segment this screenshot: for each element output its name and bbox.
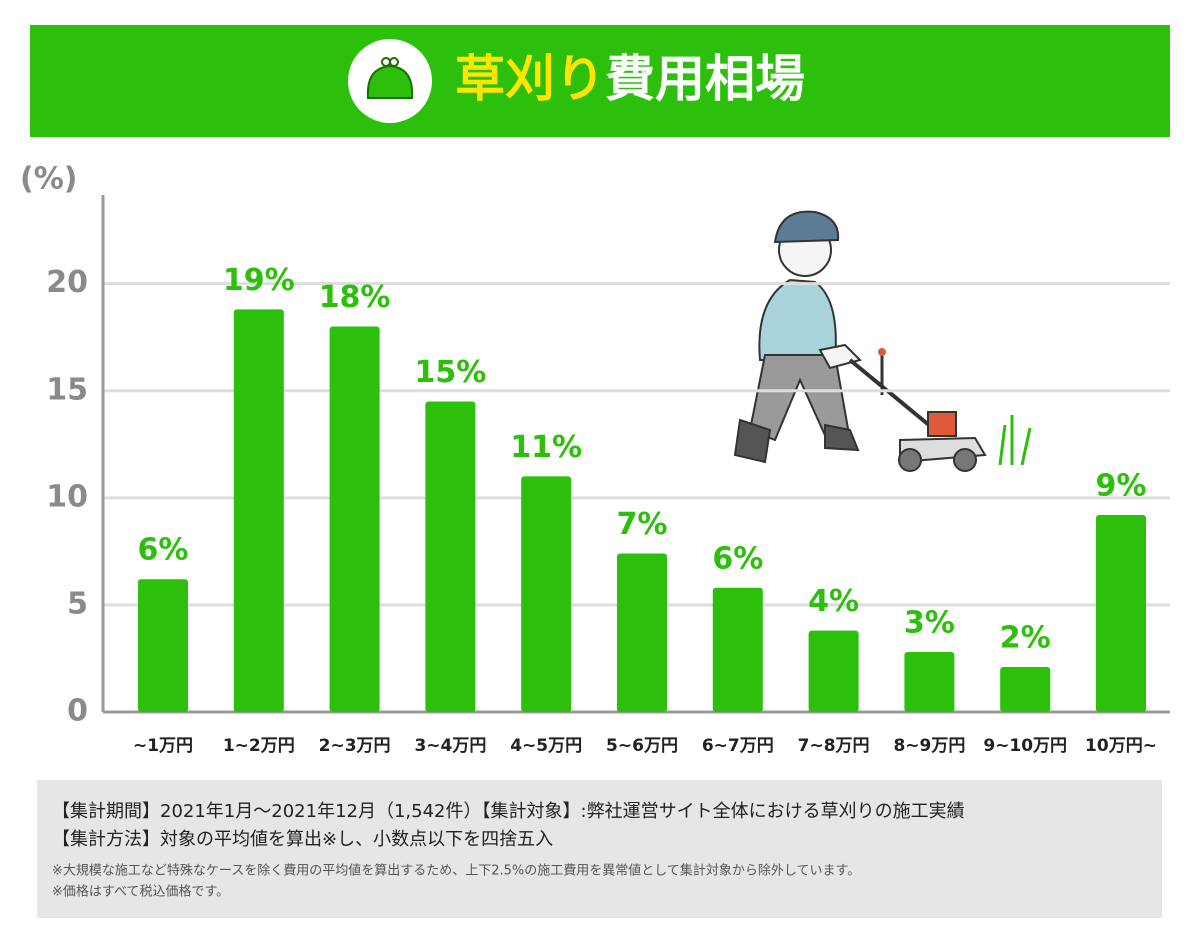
value-label: 19% (223, 263, 295, 298)
x-tick-label: 2~3万円 (319, 736, 391, 756)
illustration (733, 210, 1032, 472)
footnote-box (37, 780, 1162, 918)
note: ※価格はすべて税込価格です。 (52, 884, 229, 900)
bar (233, 309, 284, 712)
y-tick-label: 5 (67, 586, 88, 621)
note: ※大規模な施工など特殊なケースを除く費用の平均値を算出するため、上下2.5%の施… (52, 863, 860, 879)
y-tick-label: 15 (46, 372, 88, 407)
x-tick-label: 4~5万円 (510, 736, 582, 756)
bar (329, 326, 380, 712)
header-band (30, 25, 1170, 137)
x-tick-label: 1~2万円 (223, 736, 295, 756)
x-tick-label: 10万円~ (1085, 736, 1157, 756)
bar (712, 587, 763, 712)
purse-icon (348, 39, 432, 123)
value-label: 18% (319, 280, 391, 315)
x-tick-label: ~1万円 (133, 736, 193, 756)
bar (904, 652, 955, 712)
bar (1000, 667, 1051, 712)
x-tick-label: 7~8万円 (798, 736, 870, 756)
x-tick-label: 5~6万円 (606, 736, 678, 756)
value-label: 6% (712, 541, 763, 576)
y-tick-label: 0 (67, 694, 88, 729)
bar (617, 553, 667, 712)
bar (425, 401, 476, 712)
chart-title: 草刈り費用相場 (455, 50, 805, 108)
x-tick-label: 8~9万円 (893, 736, 965, 756)
x-tick-label: 6~7万円 (702, 736, 774, 756)
value-label: 4% (808, 584, 859, 619)
bar (1096, 514, 1146, 712)
value-label: 15% (414, 355, 486, 390)
x-tick-label: 3~4万円 (414, 736, 486, 756)
y-tick-label: 10 (46, 479, 88, 514)
value-label: 9% (1096, 468, 1147, 503)
bar (138, 579, 188, 712)
value-label: 11% (510, 430, 582, 465)
value-label: 7% (617, 507, 668, 542)
value-label: 2% (1000, 621, 1051, 656)
y-axis-label: (%) (20, 162, 77, 197)
y-tick-label: 20 (46, 265, 88, 300)
value-label: 6% (138, 533, 189, 568)
footnote: 【集計期間】2021年1月〜2021年12月（1,542件）【集計対象】:弊社運… (52, 801, 965, 822)
x-tick-label: 9~10万円 (983, 736, 1067, 756)
footnote: 【集計方法】対象の平均値を算出※し、小数点以下を四捨五入 (52, 829, 553, 850)
bar (808, 630, 859, 712)
bar (521, 476, 572, 712)
value-label: 3% (904, 606, 955, 641)
